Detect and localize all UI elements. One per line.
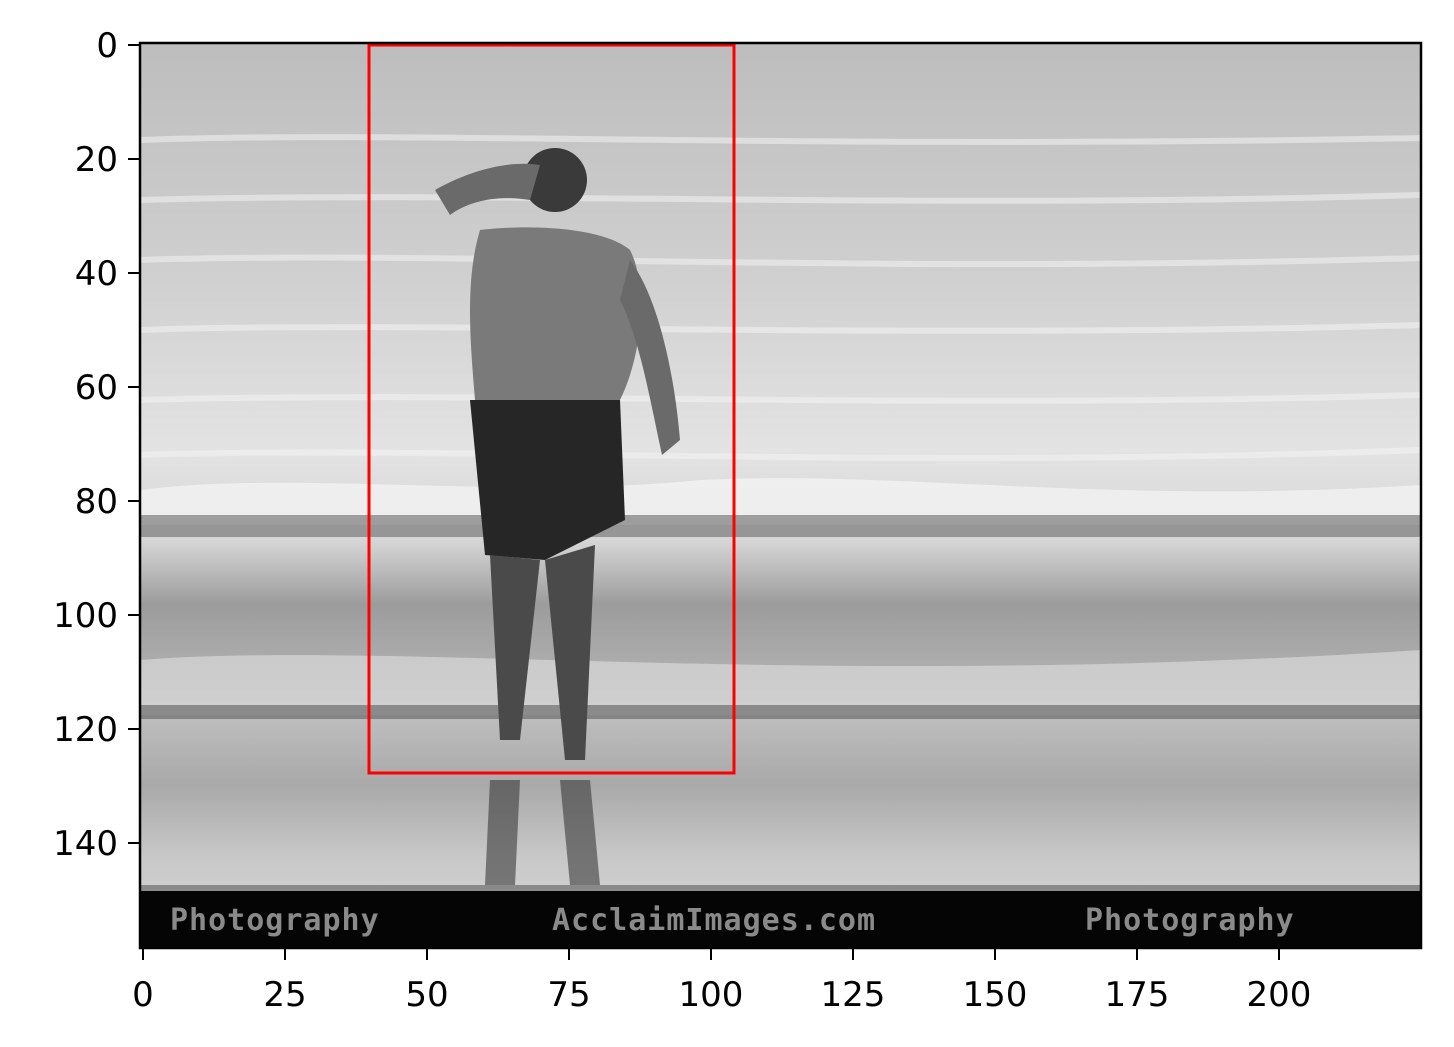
y-tick: 140	[53, 824, 140, 864]
y-tick-label: 60	[75, 368, 118, 408]
x-tick: 125	[821, 948, 886, 1015]
bounding-box	[367, 43, 736, 775]
y-tick: 100	[53, 596, 140, 636]
y-tick: 80	[75, 482, 140, 522]
x-tick: 75	[547, 948, 591, 1015]
watermark-band	[140, 885, 1421, 948]
y-tick-label: 120	[53, 710, 118, 750]
watermark-right: Photography	[1085, 903, 1295, 938]
wave-foam	[140, 478, 1421, 525]
x-tick: 150	[963, 948, 1028, 1015]
x-tick-label: 150	[963, 975, 1028, 1015]
x-tick: 175	[1105, 948, 1170, 1015]
x-tick: 50	[405, 948, 449, 1015]
x-tick-label: 50	[405, 975, 448, 1015]
x-axis: 0 25 50 75 100 125 150 175 200	[132, 948, 1311, 1015]
x-tick: 25	[263, 948, 307, 1015]
x-tick-label: 25	[263, 975, 306, 1015]
x-tick-label: 125	[821, 975, 886, 1015]
y-tick-label: 40	[75, 254, 118, 294]
y-tick-label: 140	[53, 824, 118, 864]
x-tick: 0	[132, 948, 154, 1015]
y-axis: 0 20 40 60 80 100 120 140	[53, 26, 140, 864]
x-tick-label: 0	[132, 975, 154, 1015]
y-tick-label: 0	[96, 26, 118, 66]
watermark-left: Photography	[170, 903, 380, 938]
x-tick: 200	[1247, 948, 1312, 1015]
x-tick-label: 100	[679, 975, 744, 1015]
x-tick-label: 75	[547, 975, 590, 1015]
x-tick-label: 200	[1247, 975, 1312, 1015]
person	[435, 148, 680, 885]
y-tick-label: 100	[53, 596, 118, 636]
y-tick: 20	[75, 140, 140, 180]
y-tick: 0	[96, 26, 140, 66]
plot-frame	[138, 41, 1423, 950]
watermark-center: AcclaimImages.com	[552, 903, 876, 938]
y-tick-label: 80	[75, 482, 118, 522]
y-tick-label: 20	[75, 140, 118, 180]
y-tick: 40	[75, 254, 140, 294]
x-tick: 100	[679, 948, 744, 1015]
y-tick: 60	[75, 368, 140, 408]
photo: Photography AcclaimImages.com Photograph…	[140, 43, 1421, 948]
y-tick: 120	[53, 710, 140, 750]
x-tick-label: 175	[1105, 975, 1170, 1015]
